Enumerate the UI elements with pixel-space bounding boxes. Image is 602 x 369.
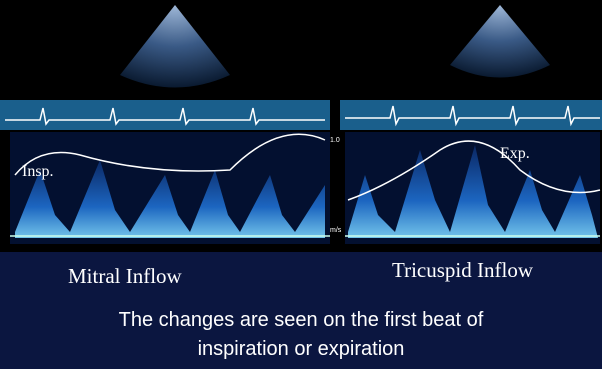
panel-title: Tricuspid Inflow	[392, 258, 534, 282]
phase-label: Exp.	[500, 145, 530, 162]
slide: Insp. 1.0 m/s Exp. Mitral Inflow Tricusp…	[0, 0, 602, 369]
phase-label: Insp.	[22, 163, 54, 180]
panel-title: Mitral Inflow	[68, 264, 183, 288]
scale-label: 1.0	[330, 137, 340, 144]
caption-line: inspiration or expiration	[198, 338, 405, 360]
caption-line: The changes are seen on the first beat o…	[119, 309, 484, 331]
scale-unit: m/s	[330, 227, 342, 234]
ecg-strip	[340, 100, 602, 130]
ecg-strip	[0, 100, 330, 130]
